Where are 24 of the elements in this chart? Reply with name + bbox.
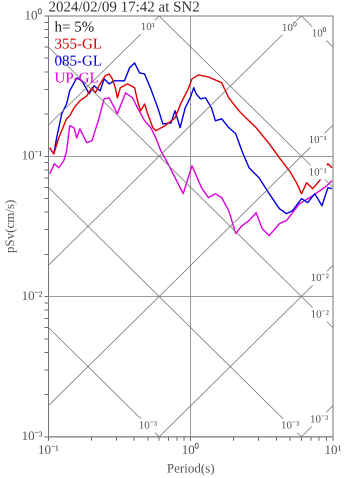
x-tick-label: 10⁻¹ (38, 442, 60, 458)
annotation: 10⁻¹ (308, 166, 327, 178)
y-tick-label: 10⁻¹ (22, 148, 43, 163)
x-axis-title: Period(s) (166, 460, 215, 476)
annotation: 10⁻³ (138, 420, 158, 432)
annotation: 10⁻³ (310, 413, 330, 426)
y-tick-label: 10⁻³ (22, 428, 43, 444)
y-axis-title: pSv(cm/s) (2, 200, 18, 254)
series-label: 355-GL (54, 36, 102, 52)
y-tick-label: 10⁰ (24, 7, 42, 22)
annotation: 10⁻² (310, 308, 330, 321)
legend-title: h= 5% (54, 19, 94, 36)
chart-title: 2024/02/09 17:42 at SN2 (48, 0, 200, 16)
annotation: 10¹ (140, 21, 156, 34)
series-label: UP-GL (54, 70, 99, 86)
annotation: 10⁰ (282, 20, 297, 34)
x-tick-label: 10¹ (324, 442, 342, 458)
series-label: 085-GL (54, 53, 102, 70)
y-tick-label: 10⁻² (22, 288, 43, 303)
annotation: 10⁻¹ (308, 134, 327, 146)
x-tick-label: 10⁰ (182, 442, 200, 458)
annotation: 10⁻³ (281, 420, 300, 432)
annotation: 10⁰ (312, 26, 327, 40)
annotation: 10⁻² (310, 272, 330, 284)
